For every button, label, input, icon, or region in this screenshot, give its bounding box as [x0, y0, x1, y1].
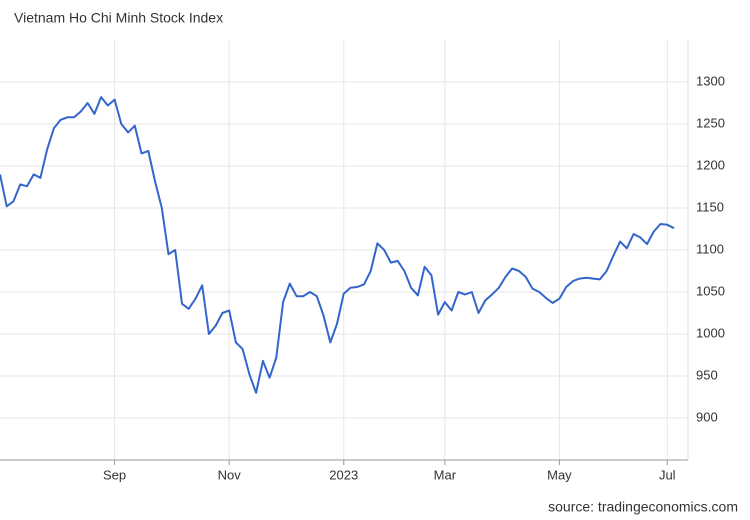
- x-tick-label: May: [547, 467, 572, 482]
- y-tick-label: 1250: [696, 115, 725, 130]
- x-tick-label: Jul: [659, 467, 676, 482]
- y-tick-label: 1000: [696, 325, 725, 340]
- x-tick-label: Mar: [434, 467, 457, 482]
- chart-title: Vietnam Ho Chi Minh Stock Index: [14, 10, 223, 26]
- series-line: [0, 96, 675, 394]
- x-tick-label: Nov: [218, 467, 242, 482]
- y-tick-label: 1200: [696, 157, 725, 172]
- y-tick-label: 1300: [696, 73, 725, 88]
- y-tick-label: 1050: [696, 283, 725, 298]
- x-tick-label: 2023: [329, 467, 358, 482]
- source-note: source: tradingeconomics.com: [548, 499, 738, 515]
- y-tick-label: 1100: [696, 241, 724, 256]
- y-tick-label: 900: [696, 409, 718, 424]
- y-tick-label: 1150: [696, 199, 724, 214]
- y-tick-label: 950: [696, 367, 718, 382]
- x-tick-label: Sep: [103, 467, 126, 482]
